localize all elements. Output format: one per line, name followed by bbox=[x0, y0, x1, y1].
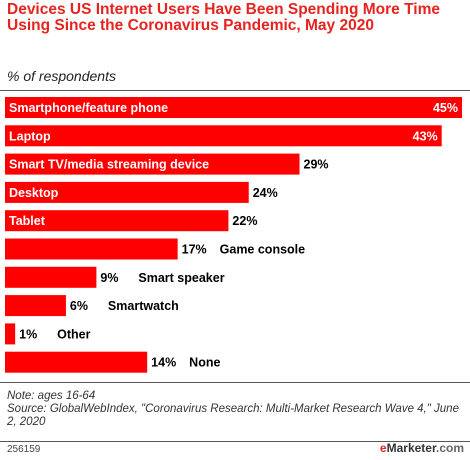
bottom-divider bbox=[0, 382, 470, 383]
category-label-5: Game console bbox=[220, 243, 305, 257]
chart-title: Devices US Internet Users Have Been Spen… bbox=[7, 1, 441, 34]
value-label-3: 24% bbox=[253, 186, 278, 200]
top-divider bbox=[0, 90, 470, 91]
value-label-0: 45% bbox=[433, 101, 458, 115]
emarketer-logo: eMarketer.com bbox=[379, 441, 464, 455]
category-label-9: None bbox=[189, 356, 220, 370]
value-label-6: 9% bbox=[100, 271, 118, 285]
category-label-0: Smartphone/feature phone bbox=[9, 101, 168, 115]
value-label-4: 22% bbox=[232, 214, 257, 228]
footer-divider bbox=[0, 441, 470, 442]
value-label-7: 6% bbox=[70, 299, 88, 313]
footnote: Note: ages 16-64 Source: GlobalWebIndex,… bbox=[7, 390, 467, 429]
chart-subtitle: % of respondents bbox=[7, 68, 116, 84]
bar-5 bbox=[5, 238, 178, 260]
value-label-8: 1% bbox=[19, 327, 37, 341]
category-label-2: Smart TV/media streaming device bbox=[9, 158, 209, 172]
value-label-5: 17% bbox=[182, 243, 207, 257]
bar-8 bbox=[5, 323, 16, 345]
note-text: Note: ages 16-64 bbox=[7, 390, 96, 402]
bar-0 bbox=[5, 97, 462, 118]
value-label-1: 43% bbox=[413, 129, 438, 143]
bar-2 bbox=[5, 153, 300, 175]
bar-1 bbox=[5, 125, 442, 147]
bar-chart: 45% Smartphone/feature phone 43% Laptop 29% S… bbox=[5, 97, 462, 373]
chart-id: 256159 bbox=[7, 444, 41, 455]
source-text: Source: GlobalWebIndex, "Coronavirus Res… bbox=[7, 403, 459, 428]
bar-9 bbox=[5, 351, 148, 373]
bar-4 bbox=[5, 210, 229, 232]
value-label-2: 29% bbox=[304, 158, 329, 172]
category-label-6: Smart speaker bbox=[138, 271, 224, 285]
bar-3 bbox=[5, 181, 249, 203]
category-label-7: Smartwatch bbox=[108, 299, 179, 313]
category-label-4: Tablet bbox=[9, 214, 46, 228]
category-label-1: Laptop bbox=[9, 129, 51, 143]
bar-6 bbox=[5, 266, 97, 288]
category-label-8: Other bbox=[57, 327, 90, 341]
value-label-9: 14% bbox=[151, 356, 176, 370]
bar-7 bbox=[5, 295, 66, 317]
category-label-3: Desktop bbox=[9, 186, 59, 200]
